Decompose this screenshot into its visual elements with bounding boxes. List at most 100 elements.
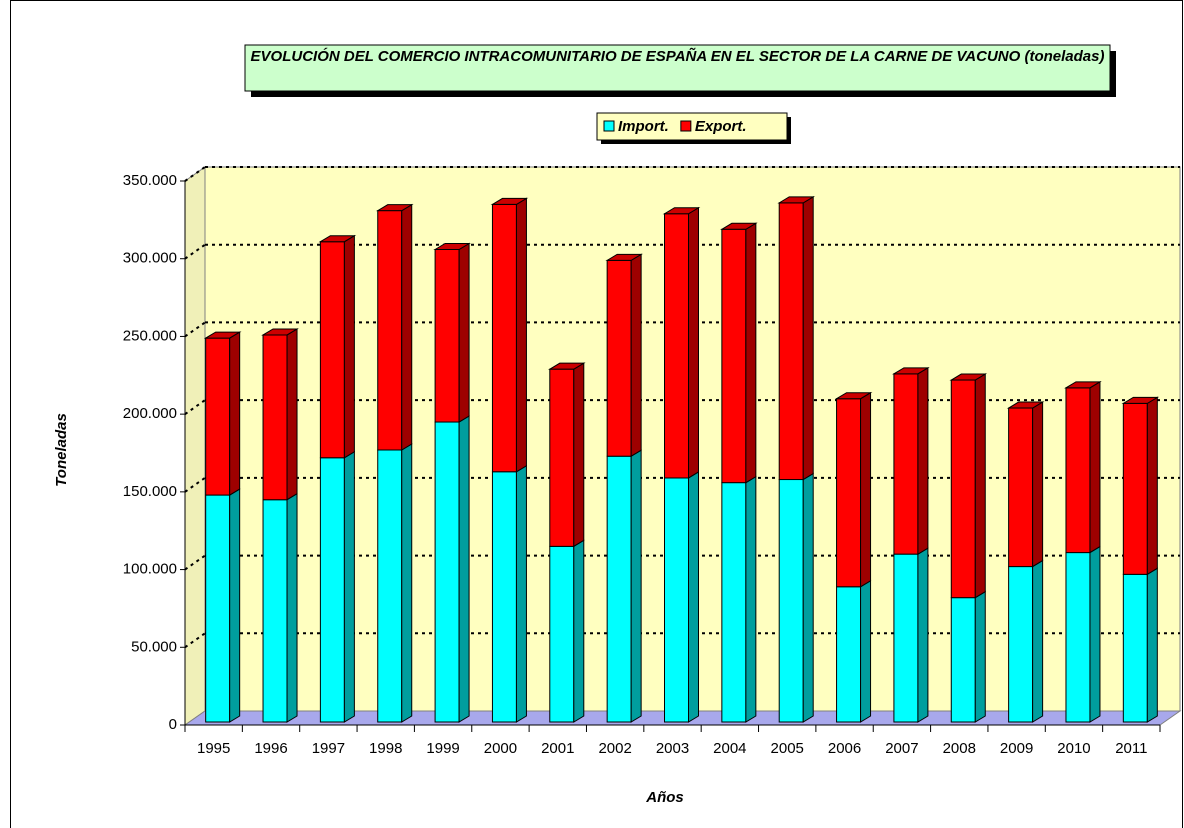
bar-top	[490, 197, 529, 205]
bar-side	[573, 362, 585, 548]
bar-side	[343, 450, 355, 723]
bar-segment	[262, 499, 288, 723]
bar-segment	[950, 379, 976, 599]
bar-segment	[549, 368, 575, 547]
x-tick-label: 2007	[885, 740, 918, 757]
bar-segment	[664, 477, 689, 723]
x-tick-label: 2010	[1057, 740, 1090, 757]
x-tick-label: 2004	[713, 740, 746, 757]
x-tick-label: 1999	[426, 740, 459, 757]
bar-top	[261, 328, 299, 336]
side-wall	[184, 166, 206, 726]
bar-side	[458, 415, 470, 723]
bar-side	[745, 222, 757, 484]
bar-top	[375, 204, 414, 212]
title-box	[244, 44, 1111, 92]
y-tick-label: 350.000	[123, 172, 177, 189]
bar-top	[662, 207, 701, 215]
bar-side	[573, 539, 585, 723]
legend-swatch	[603, 120, 615, 132]
x-tick-label: 2006	[828, 740, 861, 757]
legend-label: Import.	[618, 118, 669, 135]
bar-segment	[319, 241, 345, 459]
y-axis-label: Toneladas	[53, 413, 70, 487]
bar-segment	[606, 455, 632, 723]
x-tick-label: 2009	[1000, 740, 1033, 757]
bar-side	[917, 366, 929, 556]
bar-side	[802, 472, 814, 723]
bar-side	[515, 464, 527, 723]
bar-top	[433, 242, 471, 250]
bar-side	[1146, 396, 1158, 576]
y-tick-label: 100.000	[123, 561, 177, 578]
bar-top	[605, 253, 643, 261]
bar-segment	[1008, 566, 1034, 723]
bar-top	[318, 235, 357, 243]
bar-top	[1006, 401, 1045, 409]
y-tick-label: 300.000	[123, 250, 177, 267]
bar-segment	[606, 259, 632, 457]
x-tick-label: 2001	[541, 740, 574, 757]
bar-segment	[664, 213, 689, 479]
bar-segment	[262, 334, 288, 501]
x-tick-label: 2002	[598, 740, 631, 757]
bar-segment	[778, 479, 804, 723]
bar-segment	[377, 210, 403, 451]
bar-side	[1089, 545, 1101, 723]
bar-segment	[491, 203, 517, 473]
legend-label: Export.	[695, 118, 747, 135]
x-tick-label: 2008	[943, 740, 976, 757]
bar-side	[860, 391, 872, 588]
bar-side	[630, 253, 642, 458]
bar-segment	[950, 597, 976, 723]
bar-side	[515, 197, 527, 473]
bar-segment	[434, 421, 460, 723]
bar-top	[949, 373, 988, 381]
bar-side	[458, 242, 470, 423]
bar-side	[229, 331, 241, 496]
bar-side	[286, 492, 298, 723]
bar-segment	[836, 398, 862, 588]
bar-segment	[836, 586, 862, 723]
bar-top	[1121, 396, 1160, 404]
x-tick-label: 2005	[771, 740, 804, 757]
bar-side	[1032, 559, 1044, 723]
bar-segment	[1065, 552, 1091, 723]
bar-side	[688, 471, 699, 723]
chart-title: EVOLUCIÓN DEL COMERCIO INTRACOMUNITARIO …	[250, 48, 1105, 65]
bar-top	[892, 367, 930, 375]
bar-side	[229, 488, 241, 723]
bar-side	[974, 373, 986, 599]
bar-side	[917, 547, 929, 723]
y-tick-label: 150.000	[123, 483, 177, 500]
bar-segment	[319, 457, 345, 723]
bar-side	[974, 590, 986, 723]
bar-side	[1089, 380, 1101, 554]
bar-top	[720, 222, 758, 230]
legend-swatch	[680, 120, 692, 132]
bar-top	[1064, 381, 1102, 389]
y-tick-label: 250.000	[123, 327, 177, 344]
bar-side	[1146, 567, 1158, 723]
bar-side	[286, 328, 298, 501]
bar-top	[777, 196, 816, 204]
bar-top	[547, 362, 586, 370]
bar-top	[203, 331, 242, 339]
bar-side	[401, 203, 413, 451]
title-wrap: EVOLUCIÓN DEL COMERCIO INTRACOMUNITARIO …	[250, 48, 1105, 65]
y-tick-label: 200.000	[123, 405, 177, 422]
x-tick-label: 1996	[254, 740, 287, 757]
x-tick-label: 2003	[656, 740, 689, 757]
bar-top	[834, 392, 873, 400]
bar-side	[343, 234, 355, 459]
bar-segment	[1008, 407, 1034, 568]
bar-side	[745, 475, 757, 723]
x-tick-label: 2000	[484, 740, 517, 757]
y-tick-label: 50.000	[131, 638, 177, 655]
bar-segment	[205, 337, 231, 496]
bar-segment	[893, 373, 919, 555]
bar-segment	[778, 202, 804, 481]
x-tick-label: 1995	[197, 740, 230, 757]
bar-segment	[721, 482, 747, 723]
x-axis-label: Años	[645, 789, 684, 806]
